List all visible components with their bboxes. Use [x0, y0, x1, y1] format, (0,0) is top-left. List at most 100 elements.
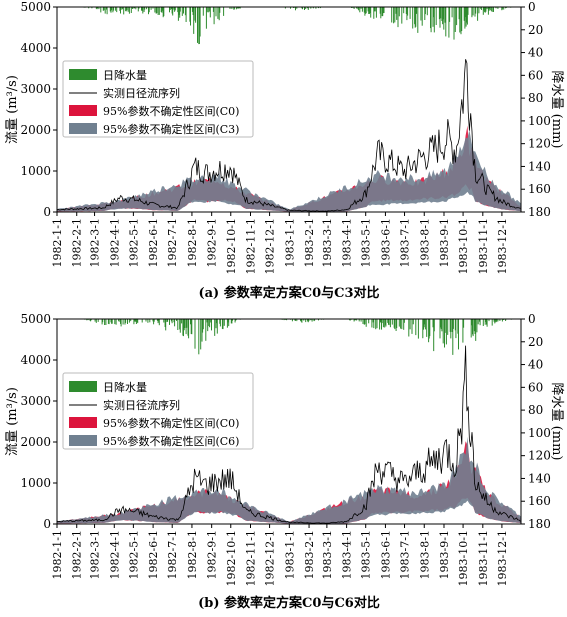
rain-bar [227, 319, 229, 323]
xtick-label: 1982-9-1 [206, 530, 219, 579]
rain-bar [120, 319, 121, 324]
rain-bar [493, 7, 494, 12]
rain-bar [95, 319, 97, 323]
ytick-right-label: 0 [528, 312, 536, 326]
rain-bar [358, 7, 360, 11]
xtick-label: 1983-7-1 [399, 218, 412, 267]
rain-bar [194, 7, 196, 21]
ytick-left-label: 3000 [20, 82, 51, 96]
rain-bar [209, 319, 211, 328]
rain-bar [184, 319, 186, 328]
rain-bar [442, 319, 444, 344]
rain-bar [370, 7, 372, 18]
chart-panel-a: 0 1000 2000 3000 4000 5000 0 20 40 60 80 100 120 140 1… [5, 0, 564, 274]
rain-bar [474, 7, 476, 17]
legend-swatch [69, 417, 97, 428]
rain-bar [111, 319, 113, 324]
rain-bar [307, 319, 309, 322]
rain-bar [310, 7, 312, 9]
rain-bar [178, 7, 180, 15]
rain-bar [394, 319, 396, 330]
rain-bar [381, 319, 383, 324]
rain-bar [451, 319, 453, 332]
rain-bar [104, 7, 106, 14]
rain-bar [394, 7, 396, 23]
rain-bar [218, 7, 220, 21]
rain-bar [290, 7, 291, 9]
rain-bar [364, 319, 366, 325]
rain-bar [493, 319, 495, 322]
legend-label: 日降水量 [103, 68, 147, 82]
rain-bar [365, 7, 367, 14]
rain-bar [214, 319, 216, 336]
rain-bar [186, 319, 188, 328]
rain-bar [233, 7, 235, 10]
rain-bar [458, 7, 460, 20]
rain-bar [454, 7, 456, 32]
rain-bar [405, 7, 407, 14]
rain-bar [205, 319, 207, 341]
rain-bar [191, 319, 193, 335]
rain-bar [100, 7, 102, 13]
rain-bar [406, 7, 408, 21]
xtick-label: 1982-2-1 [71, 218, 84, 267]
ytick-right-label: 0 [528, 0, 536, 14]
ytick-right-label: 120 [528, 449, 551, 463]
rain-bar [120, 7, 122, 10]
xtick-label: 1982-4-1 [108, 530, 121, 579]
rain-bar [393, 319, 395, 328]
rain-bar [424, 7, 426, 20]
rain-bar [389, 319, 391, 328]
rain-bar [207, 319, 209, 332]
rain-bar [158, 319, 160, 322]
ytick-right-label: 20 [528, 23, 543, 37]
rain-bar [130, 319, 132, 322]
rain-bar [467, 7, 469, 15]
rain-bar [379, 319, 381, 322]
xtick-label: 1983-3-1 [321, 218, 334, 267]
rain-bar [494, 319, 496, 324]
rain-bar [430, 7, 431, 29]
rain-bar [170, 7, 172, 10]
rain-bar [125, 7, 127, 12]
rain-bar [426, 319, 428, 337]
rain-bar [232, 319, 233, 321]
rain-bar [127, 319, 128, 324]
ytick-left-label: 3000 [20, 394, 51, 408]
rain-bar [398, 7, 400, 17]
rain-bar [384, 319, 386, 328]
rain-bar [387, 319, 389, 323]
rain-bar [401, 319, 403, 330]
rain-bar [359, 7, 361, 13]
rain-bar [376, 319, 378, 329]
ytick-right-label: 80 [528, 91, 543, 105]
rain-bar [484, 7, 486, 12]
rain-bar [395, 7, 397, 14]
rain-bar [90, 319, 92, 321]
rain-bar [411, 319, 413, 334]
ytick-left-label: 2000 [20, 435, 51, 449]
xtick-label: 1982-4-1 [108, 218, 121, 267]
rain-bar [209, 319, 211, 323]
rain-bar [444, 319, 446, 333]
rain-bar [422, 319, 424, 339]
rain-bar [447, 319, 449, 335]
rain-bar [308, 319, 310, 322]
rain-bar [417, 319, 419, 339]
rain-bar [480, 7, 482, 10]
rain-bar [382, 7, 384, 17]
rain-bar [489, 7, 491, 11]
rain-bar [391, 7, 393, 23]
xtick-label: 1983-4-1 [341, 218, 354, 267]
xtick-label: 1982-5-1 [127, 530, 140, 579]
rain-bar [137, 7, 139, 12]
rain-bar [134, 7, 135, 9]
rain-bar [486, 7, 488, 10]
rain-bar [499, 319, 501, 321]
rain-bar [207, 319, 209, 326]
rain-bar [116, 7, 118, 13]
rain-bar [311, 319, 313, 322]
ytick-right-label: 20 [528, 335, 543, 349]
rain-bar [141, 7, 143, 11]
rain-bar [415, 319, 417, 336]
